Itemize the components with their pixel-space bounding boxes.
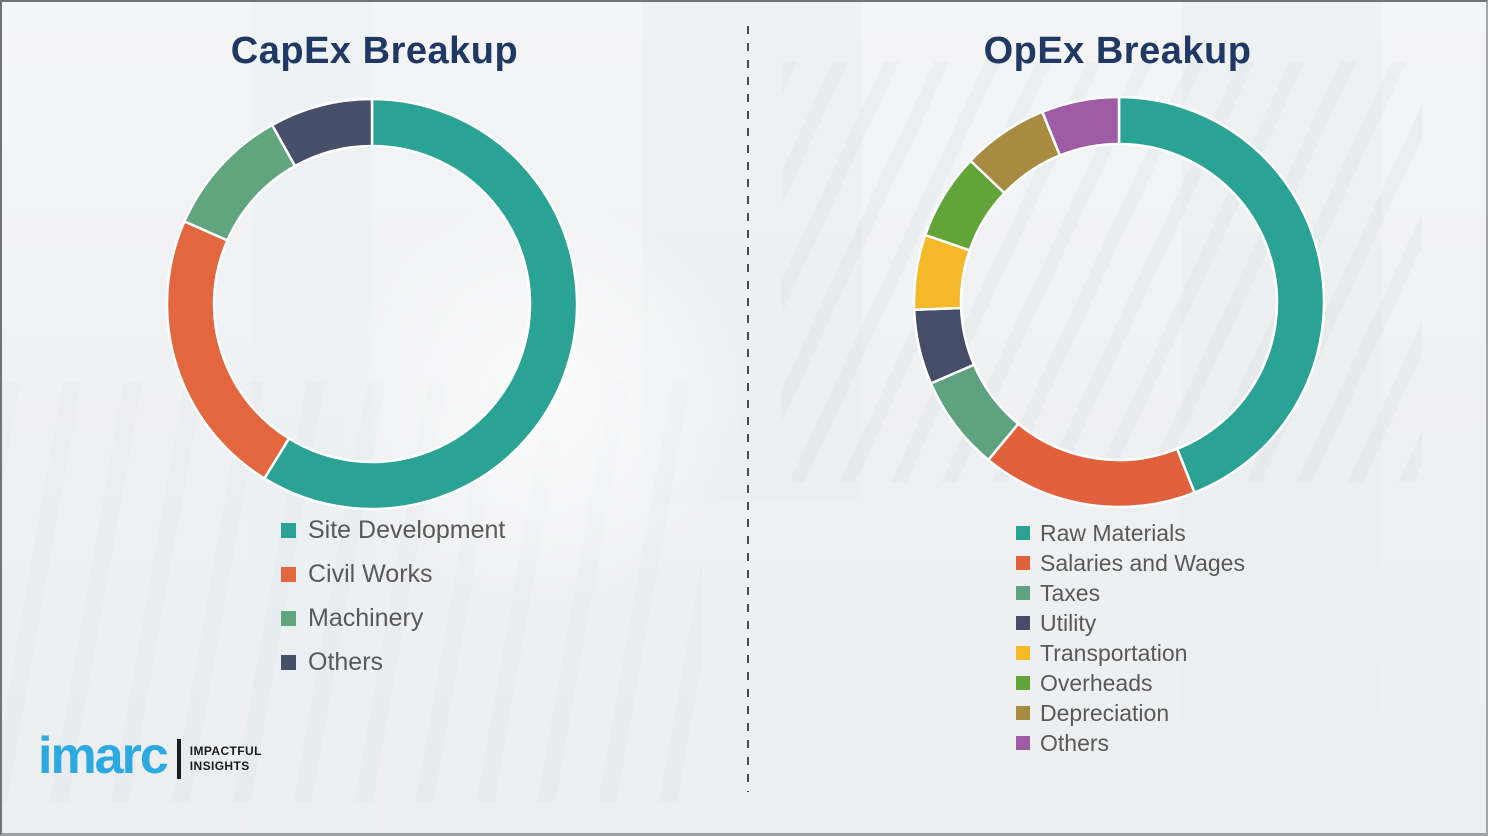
donut-svg (165, 97, 579, 511)
donut-segment-civil-works (165, 220, 291, 480)
legend-label: Others (308, 647, 384, 676)
legend-item-others: Others (281, 640, 505, 684)
logo-tagline-line2: INSIGHTS (189, 759, 250, 774)
donut-segment-raw-materials (1117, 95, 1326, 494)
legend-label: Machinery (308, 603, 424, 632)
legend-item-overheads: Overheads (1016, 668, 1245, 698)
legend-item-others: Others (1016, 728, 1245, 758)
legend-label: Transportation (1040, 639, 1188, 666)
opex-legend: Raw Materials Salaries and Wages Taxes Util… (1016, 518, 1245, 758)
capex-chart-title: CapEx Breakup (230, 30, 519, 72)
imarc-brand-text: imarc (38, 727, 169, 785)
legend-label: Overheads (1040, 669, 1153, 696)
legend-swatch-icon (281, 566, 296, 582)
donut-segment-site-development (263, 97, 579, 511)
donut-segment-others (1041, 95, 1121, 157)
legend-label: Civil Works (308, 559, 433, 588)
legend-label: Others (1040, 729, 1110, 756)
legend-swatch-icon (1016, 646, 1030, 660)
legend-item-taxes: Taxes (1016, 578, 1245, 608)
legend-item-civil-works: Civil Works (281, 552, 505, 596)
opex-donut-chart (911, 94, 1327, 510)
legend-item-depreciation: Depreciation (1016, 698, 1245, 728)
legend-swatch-icon (281, 654, 296, 670)
legend-label: Salaries and Wages (1040, 549, 1245, 576)
legend-item-site-development: Site Development (281, 508, 505, 552)
capex-legend: Site Development Civil Works Machinery Othe… (281, 508, 505, 684)
legend-swatch-icon (1016, 526, 1030, 540)
donut-segment-others (270, 97, 374, 168)
donut-segment-machinery (183, 123, 297, 242)
imarc-logo: imarc IMPACTFUL INSIGHTS (38, 727, 262, 785)
legend-item-utility: Utility (1016, 608, 1245, 638)
legend-swatch-icon (1016, 556, 1030, 570)
legend-item-transportation: Transportation (1016, 638, 1245, 668)
legend-label: Depreciation (1040, 699, 1170, 726)
capex-donut-chart (164, 96, 580, 512)
legend-item-machinery: Machinery (281, 596, 505, 640)
legend-label: Site Development (308, 515, 506, 544)
legend-label: Taxes (1040, 579, 1101, 606)
legend-item-salaries-and-wages: Salaries and Wages (1016, 548, 1245, 578)
legend-swatch-icon (281, 610, 296, 626)
legend-swatch-icon (281, 522, 296, 538)
legend-swatch-icon (1016, 616, 1030, 630)
legend-swatch-icon (1016, 736, 1030, 750)
legend-swatch-icon (1016, 586, 1030, 600)
dashed-divider-line (747, 26, 749, 792)
legend-item-raw-materials: Raw Materials (1016, 518, 1245, 548)
legend-label: Raw Materials (1040, 519, 1186, 546)
donut-segment-salaries-and-wages (987, 422, 1196, 509)
legend-label: Utility (1040, 609, 1097, 636)
legend-swatch-icon (1016, 676, 1030, 690)
opex-chart-title: OpEx Breakup (983, 30, 1252, 72)
logo-tagline-line1: IMPACTFUL (189, 743, 262, 758)
logo-tagline: IMPACTFUL INSIGHTS (190, 744, 262, 775)
donut-svg (912, 95, 1326, 509)
logo-separator-bar (176, 739, 181, 780)
legend-swatch-icon (1016, 706, 1030, 720)
